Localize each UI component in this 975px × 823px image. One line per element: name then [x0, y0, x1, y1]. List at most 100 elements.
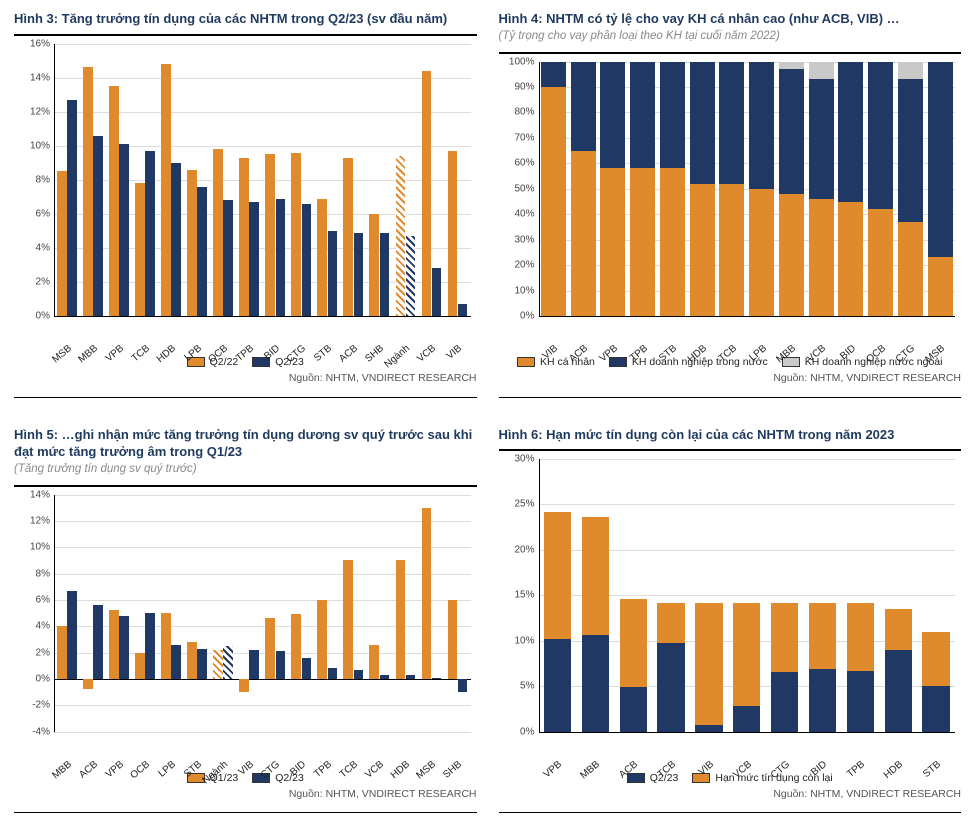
bar: [885, 650, 912, 732]
plot-c3: 0%2%4%6%8%10%12%14%16%MSBMBBVPBTCBHDBLPB…: [14, 40, 477, 354]
bar: [779, 62, 804, 70]
chart-c6: 0%5%10%15%20%25%30%VPBMBBACBTCBVIBVCBCTG…: [499, 455, 962, 783]
chart-title: Hình 6: Hạn mức tín dụng còn lại của các…: [499, 426, 962, 444]
bar: [657, 603, 684, 644]
y-tick: 14%: [14, 489, 50, 500]
y-tick: -2%: [14, 700, 50, 711]
y-tick: 30%: [499, 454, 535, 465]
y-tick: 10%: [14, 140, 50, 151]
y-tick: 12%: [14, 515, 50, 526]
chart-title: Hình 3: Tăng trưởng tín dụng của các NHT…: [14, 10, 477, 28]
plot-c6: 0%5%10%15%20%25%30%VPBMBBACBTCBVIBVCBCTG…: [499, 455, 962, 769]
bar: [187, 642, 197, 679]
y-tick: 10%: [14, 542, 50, 553]
y-tick: 10%: [499, 285, 535, 296]
y-tick: 0%: [14, 673, 50, 684]
bar: [145, 151, 155, 316]
bar: [380, 233, 390, 316]
bar: [771, 603, 798, 671]
bar: [779, 69, 804, 194]
bar: [265, 154, 275, 316]
bar: [898, 62, 923, 80]
bar: [719, 184, 744, 316]
bar: [544, 512, 571, 639]
bar: [276, 651, 286, 679]
y-tick: -4%: [14, 726, 50, 737]
y-tick: 0%: [499, 311, 535, 322]
bar: [276, 199, 286, 316]
bar: [771, 672, 798, 732]
y-tick: 0%: [499, 726, 535, 737]
y-tick: 6%: [14, 208, 50, 219]
bar: [749, 62, 774, 189]
bar: [249, 650, 259, 679]
rule-bot: [499, 812, 962, 813]
source-label: Nguồn: NHTM, VNDIRECT RESEARCH: [14, 372, 477, 384]
plot-c5: -4%-2%0%2%4%6%8%10%12%14%MBBACBVPBOCBLPB…: [14, 491, 477, 770]
bar: [838, 202, 863, 317]
bar: [928, 62, 953, 258]
bar: [161, 64, 171, 316]
bar: [571, 151, 596, 316]
bar: [57, 171, 67, 316]
bar: [719, 62, 744, 184]
bar: [809, 199, 834, 316]
bar: [898, 222, 923, 316]
panel-c3: Hình 3: Tăng trưởng tín dụng của các NHT…: [14, 10, 477, 398]
page: Hình 3: Tăng trưởng tín dụng của các NHT…: [0, 0, 975, 823]
bar: [197, 649, 207, 679]
bar: [582, 517, 609, 635]
source-label: Nguồn: NHTM, VNDIRECT RESEARCH: [499, 372, 962, 384]
y-tick: 8%: [14, 568, 50, 579]
bar: [660, 62, 685, 169]
bar: [67, 591, 77, 679]
bar: [328, 231, 338, 316]
bar: [809, 79, 834, 199]
y-tick: 25%: [499, 499, 535, 510]
y-tick: 10%: [499, 635, 535, 646]
rule-top: [499, 52, 962, 54]
panel-c5: Hình 5: …ghi nhận mức tăng trưởng tín dụ…: [14, 426, 477, 814]
bar: [630, 168, 655, 316]
bar: [93, 605, 103, 679]
y-tick: 12%: [14, 106, 50, 117]
y-tick: 5%: [499, 681, 535, 692]
bar: [135, 653, 145, 679]
bar: [928, 257, 953, 316]
bar: [448, 151, 458, 316]
bar: [838, 62, 863, 202]
bar: [422, 71, 432, 316]
legend-swatch: [517, 357, 535, 367]
y-tick: 0%: [14, 311, 50, 322]
bar: [695, 725, 722, 731]
bar: [223, 200, 233, 316]
bar: [432, 678, 442, 679]
bar: [223, 646, 233, 679]
bar: [657, 643, 684, 731]
legend-item: KH cá nhân: [517, 356, 595, 368]
rule-bot: [14, 812, 477, 813]
bar: [343, 158, 353, 316]
bar: [135, 183, 145, 316]
bar: [187, 170, 197, 316]
bar: [620, 687, 647, 732]
bar: [380, 675, 390, 679]
bar: [171, 163, 181, 316]
bar: [458, 304, 468, 316]
y-tick: 40%: [499, 209, 535, 220]
bar: [690, 62, 715, 184]
y-tick: 2%: [14, 647, 50, 658]
bar: [630, 62, 655, 169]
y-tick: 70%: [499, 132, 535, 143]
bar: [868, 62, 893, 210]
bar: [171, 645, 181, 679]
bar: [249, 202, 259, 316]
bar: [302, 204, 312, 316]
bar: [317, 600, 327, 679]
bar: [291, 614, 301, 678]
chart-c5: -4%-2%0%2%4%6%8%10%12%14%MBBACBVPBOCBLPB…: [14, 491, 477, 784]
bar: [458, 679, 468, 692]
rule-top: [499, 449, 962, 451]
bar: [109, 610, 119, 678]
bar: [213, 650, 223, 679]
